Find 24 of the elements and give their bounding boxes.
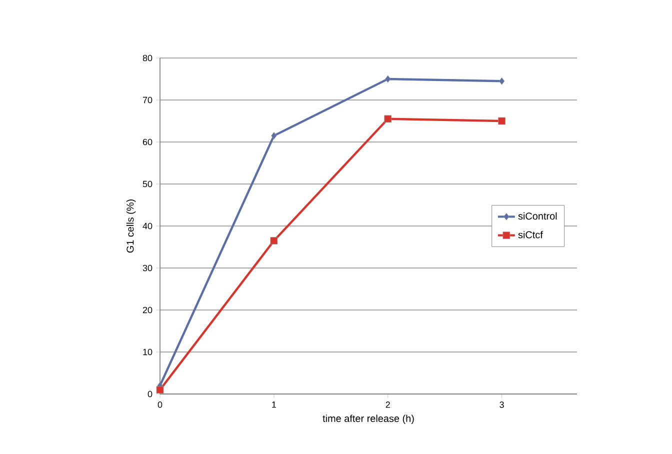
y-tick-label: 30	[142, 264, 152, 272]
point	[498, 77, 505, 85]
legend-label: siCtcf	[518, 230, 543, 238]
legend-label: siControl	[518, 212, 557, 220]
y-tick-label: 40	[142, 222, 152, 230]
y-tick-label: 70	[142, 96, 152, 104]
point	[156, 386, 164, 394]
y-tick-label: 50	[142, 180, 152, 188]
x-axis-title: time after release (h)	[322, 414, 414, 424]
point	[385, 75, 391, 83]
y-tick-label: 20	[142, 306, 152, 314]
x-tick-label: 1	[272, 402, 276, 408]
x-tick-label: 2	[386, 402, 390, 408]
point	[498, 117, 506, 125]
y-tick-label: 10	[143, 348, 152, 356]
point	[271, 132, 277, 140]
y-tick-label: 60	[142, 138, 152, 146]
x-tick-label: 3	[500, 402, 504, 408]
x-tick-label: 0	[158, 402, 162, 408]
y-axis-title: G1 cells (%)	[126, 200, 136, 253]
point	[384, 115, 392, 123]
y-tick-label: 0	[148, 390, 152, 398]
point	[270, 237, 278, 244]
y-tick-label: 80	[142, 54, 152, 62]
